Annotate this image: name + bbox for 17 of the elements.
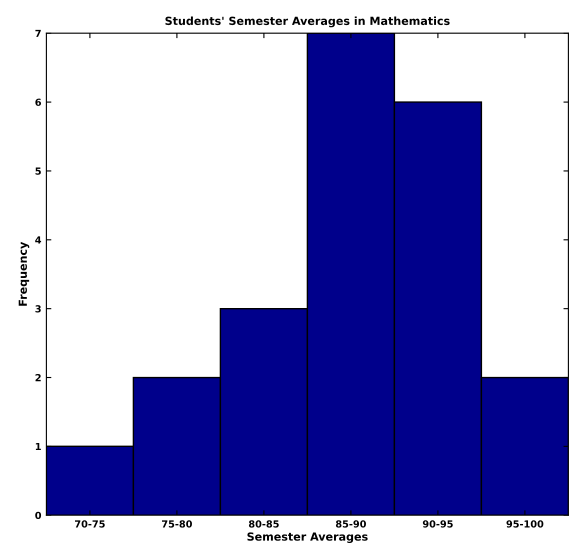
x-tick-label: 90-95	[422, 520, 453, 528]
x-tick-label: 95-100	[506, 520, 544, 528]
x-tick-label: 80-85	[248, 520, 279, 528]
y-tick-label: 7	[35, 30, 41, 37]
x-axis-title: Semester Averages	[247, 532, 368, 544]
y-tick-label: 5	[36, 168, 41, 175]
y-tick-label: 3	[35, 305, 41, 312]
x-tick-label: 85-90	[336, 520, 366, 528]
y-tick-label: 1	[36, 442, 41, 450]
y-tick-label: 4	[35, 236, 42, 244]
y-tick-label: 2	[36, 374, 41, 382]
x-tick-label: 75-80	[162, 520, 192, 528]
y-tick-label: 0	[35, 512, 42, 520]
x-tick-label: 70-75	[75, 520, 105, 528]
y-axis-title: Frequency	[18, 242, 30, 306]
chart-title: Students' Semester Averages in Mathematics	[165, 16, 450, 28]
y-tick-label: 6	[35, 98, 42, 106]
